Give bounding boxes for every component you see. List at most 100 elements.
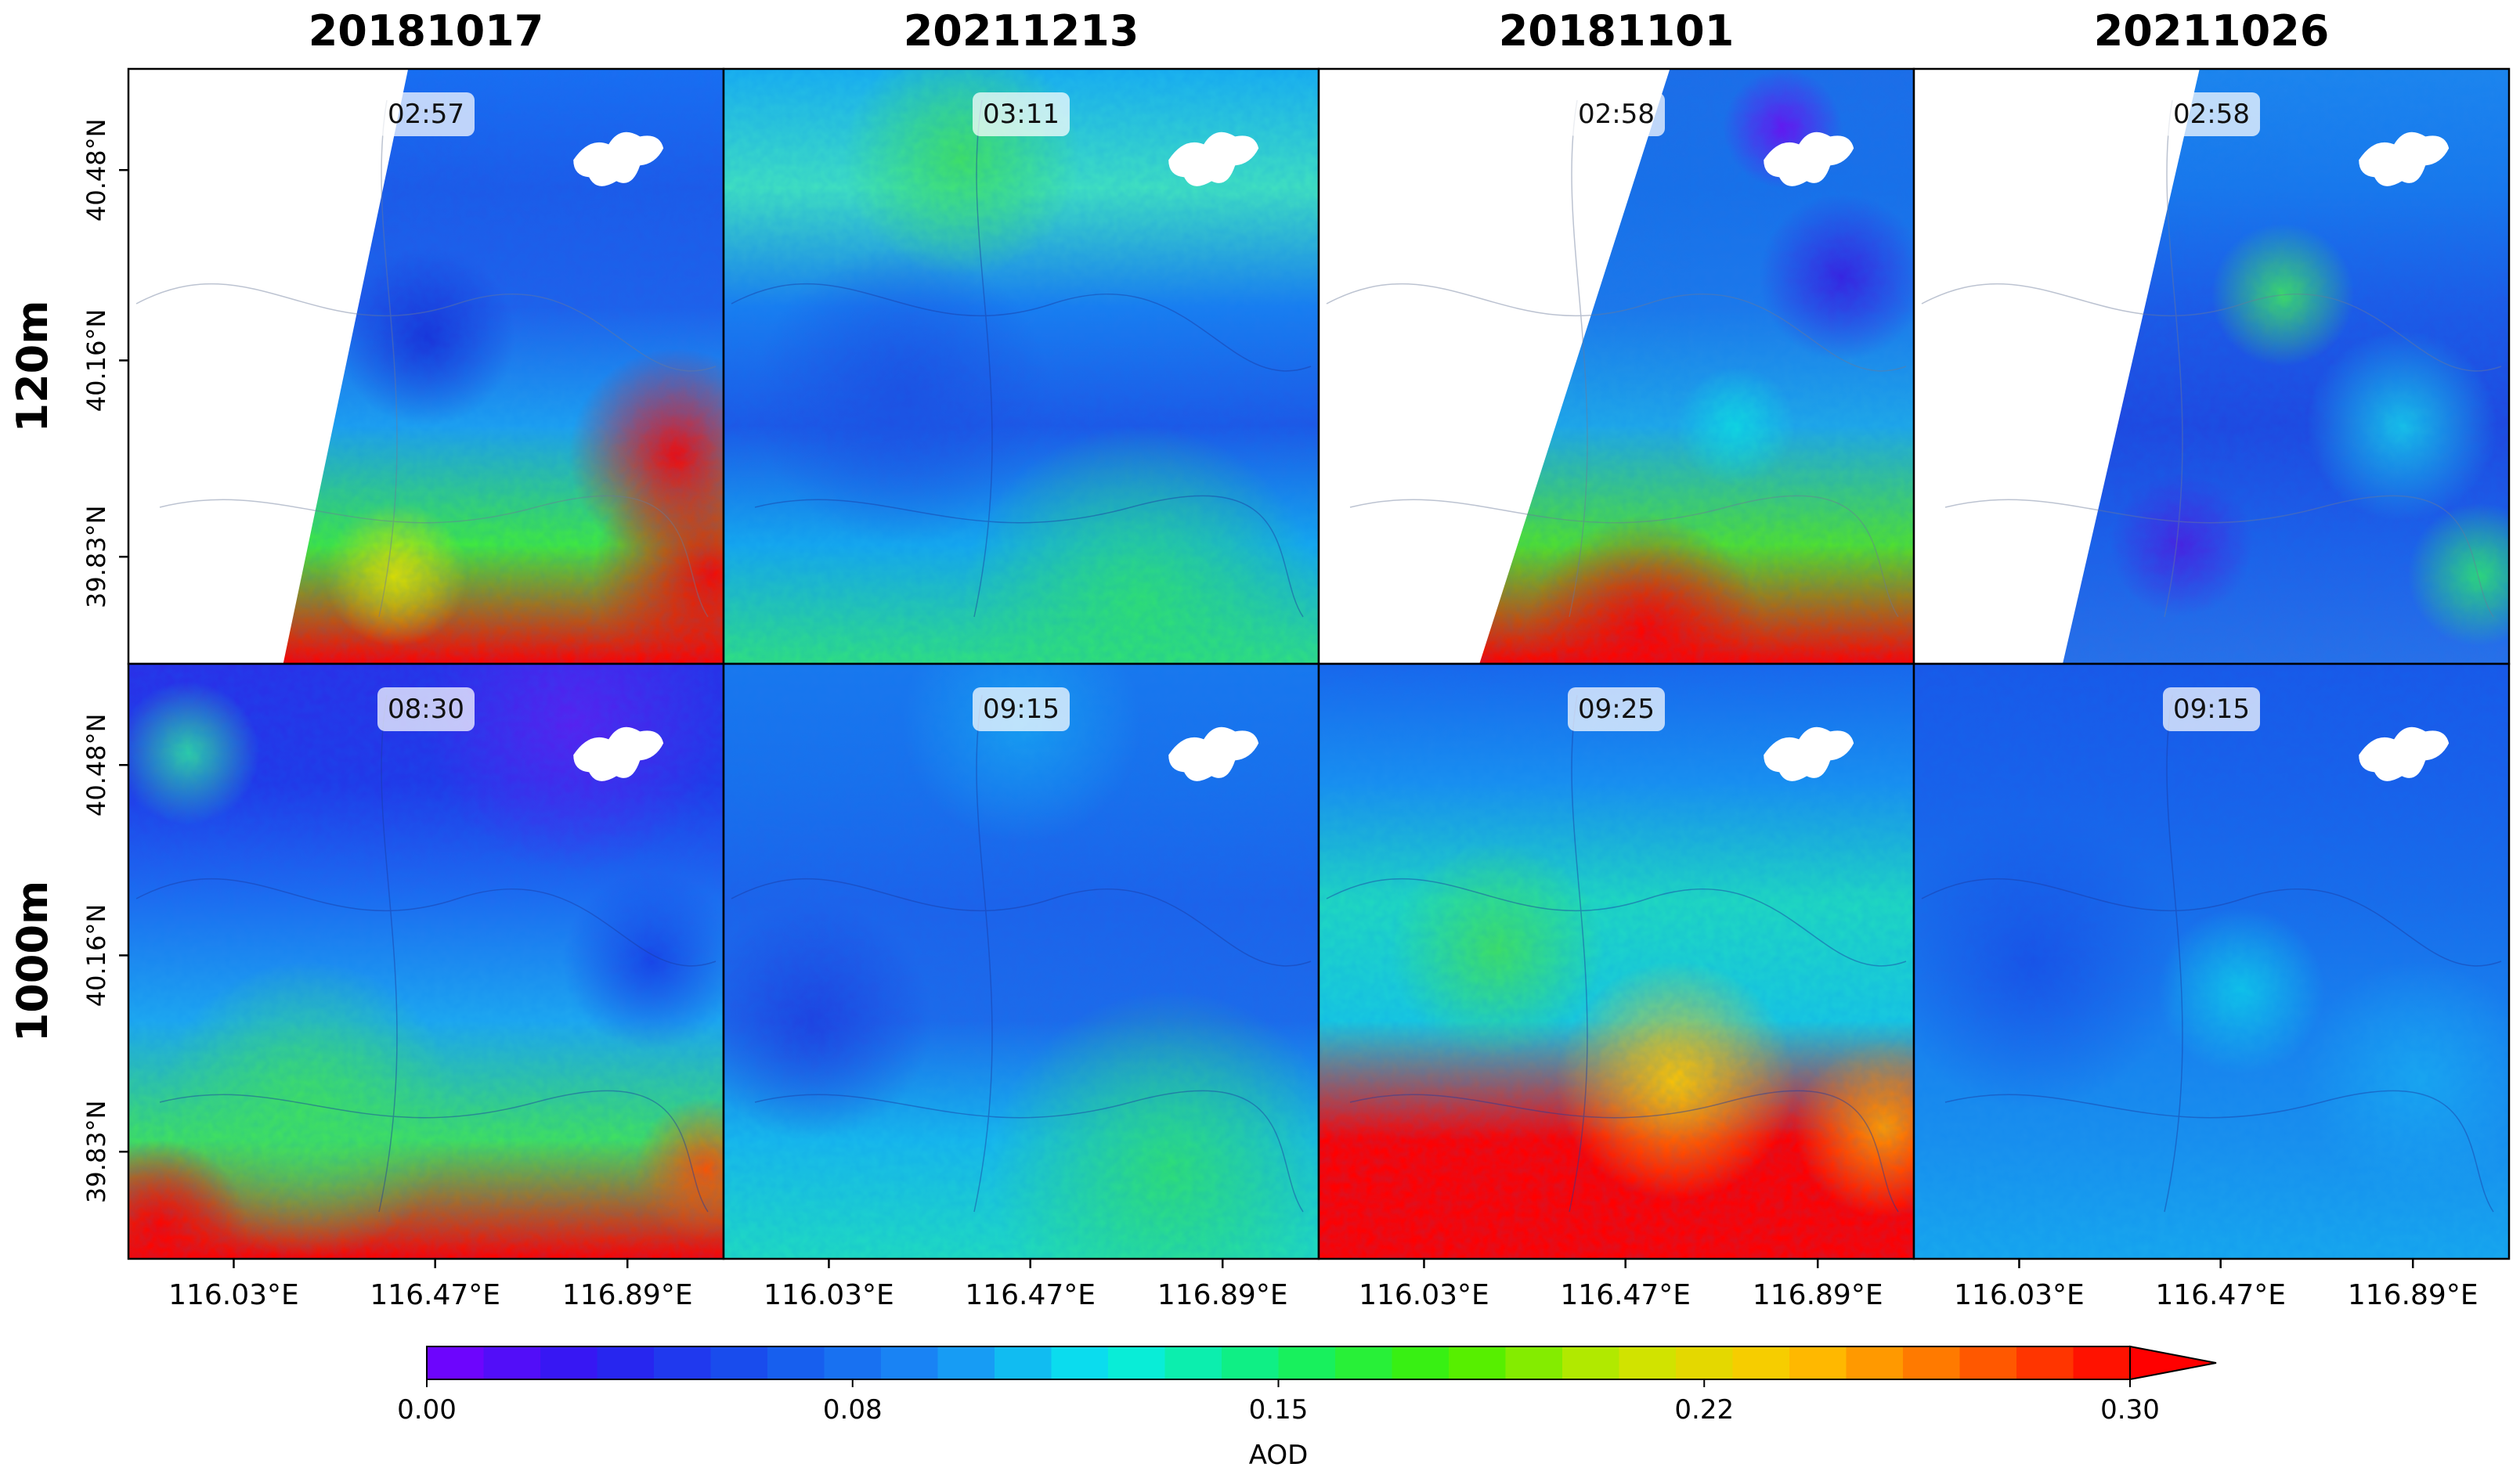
lon-tick-label: 116.89°E bbox=[2348, 1279, 2478, 1311]
colorbar-segment bbox=[1619, 1346, 1677, 1379]
time-label: 02:57 bbox=[377, 92, 475, 136]
district-boundaries bbox=[135, 99, 717, 618]
lon-tick-label: 116.03°E bbox=[764, 1279, 894, 1311]
aod-panel: 09:25 bbox=[1317, 662, 1915, 1260]
colorbar-segment bbox=[427, 1346, 485, 1379]
colorbar-segment bbox=[995, 1346, 1052, 1379]
time-label: 03:11 bbox=[973, 92, 1070, 136]
time-label-text: 09:25 bbox=[1578, 694, 1655, 725]
lon-tick-label: 116.89°E bbox=[1157, 1279, 1288, 1311]
colorbar-segment bbox=[937, 1346, 995, 1379]
reservoir-nodata bbox=[1764, 726, 1854, 781]
district-boundaries bbox=[1326, 99, 1907, 618]
lat-tick-label: 40.16°N bbox=[81, 904, 111, 1008]
colorbar-tick-label: 0.22 bbox=[1674, 1394, 1734, 1426]
colorbar-segment bbox=[597, 1346, 655, 1379]
lon-tick-label: 116.89°E bbox=[562, 1279, 693, 1311]
colorbar-segment bbox=[1278, 1346, 1336, 1379]
colorbar-segment bbox=[2073, 1346, 2131, 1379]
district-boundaries bbox=[731, 99, 1312, 618]
reservoir-nodata bbox=[1168, 726, 1259, 781]
time-label-text: 02:58 bbox=[1578, 99, 1655, 130]
colorbar-segment bbox=[1108, 1346, 1166, 1379]
reservoir-nodata bbox=[1764, 132, 1854, 186]
aod-field bbox=[724, 664, 1319, 1259]
aod-field bbox=[128, 664, 724, 1259]
aod-field bbox=[283, 69, 724, 664]
time-label-text: 02:58 bbox=[2173, 99, 2250, 130]
colorbar-label: AOD bbox=[1249, 1440, 1309, 1471]
district-boundaries bbox=[731, 694, 1312, 1213]
colorbar-segment bbox=[881, 1346, 939, 1379]
district-boundaries bbox=[1921, 99, 2502, 618]
colorbar-segment bbox=[1732, 1346, 1790, 1379]
lon-tick-label: 116.89°E bbox=[1753, 1279, 1883, 1311]
colorbar-segment bbox=[1789, 1346, 1847, 1379]
time-label: 02:58 bbox=[1568, 92, 1665, 136]
colorbar-segment bbox=[2016, 1346, 2074, 1379]
colorbar: 0.00 0.08 0.15 0.22 0.30 AOD bbox=[397, 1345, 2217, 1471]
lat-tick-label: 39.83°N bbox=[81, 1100, 111, 1203]
aod-field bbox=[1914, 664, 2509, 1259]
time-label: 08:30 bbox=[377, 687, 475, 731]
lat-tick-label: 40.48°N bbox=[81, 118, 111, 222]
aod-field bbox=[1319, 664, 1914, 1259]
colorbar-segment bbox=[540, 1346, 598, 1379]
column-title: 20181017 bbox=[309, 6, 544, 56]
aod-panel: 02:57 bbox=[127, 67, 725, 665]
colorbar-segment bbox=[654, 1346, 712, 1379]
time-label-text: 08:30 bbox=[388, 694, 464, 725]
lon-tick-label: 116.47°E bbox=[2155, 1279, 2286, 1311]
lon-tick-label: 116.47°E bbox=[370, 1279, 500, 1311]
aod-panel: 02:58 bbox=[1912, 67, 2511, 665]
colorbar-segment bbox=[1449, 1346, 1507, 1379]
colorbar-segment bbox=[1505, 1346, 1563, 1379]
colorbar-tick-label: 0.00 bbox=[397, 1394, 457, 1426]
time-label-text: 02:57 bbox=[388, 99, 464, 130]
time-label: 02:58 bbox=[2163, 92, 2260, 136]
district-boundaries bbox=[135, 694, 717, 1213]
colorbar-segment bbox=[1959, 1346, 2017, 1379]
colorbar-tick-label: 0.15 bbox=[1249, 1394, 1309, 1426]
panel-frame bbox=[1912, 662, 2511, 1260]
colorbar-segment bbox=[1903, 1346, 1961, 1379]
colorbar-segment bbox=[824, 1346, 882, 1379]
time-label-box bbox=[2163, 687, 2260, 731]
column-title: 20181101 bbox=[1499, 6, 1735, 56]
row-title: 1000m bbox=[8, 881, 57, 1043]
colorbar-segment bbox=[1846, 1346, 1904, 1379]
time-label-box bbox=[377, 687, 475, 731]
colorbar-segment bbox=[483, 1346, 541, 1379]
lat-tick-label: 40.16°N bbox=[81, 309, 111, 413]
aod-panel: 09:15 bbox=[722, 662, 1320, 1260]
colorbar-segment bbox=[1051, 1346, 1109, 1379]
colorbar-segment bbox=[1562, 1346, 1620, 1379]
time-label-text: 03:11 bbox=[983, 99, 1060, 130]
lat-tick-label: 40.48°N bbox=[81, 713, 111, 817]
reservoir-nodata bbox=[2359, 726, 2450, 781]
lon-tick-label: 116.47°E bbox=[965, 1279, 1096, 1311]
district-boundaries bbox=[1921, 694, 2502, 1213]
lon-tick-label: 116.03°E bbox=[168, 1279, 299, 1311]
time-label-text: 09:15 bbox=[2173, 694, 2250, 725]
reservoir-nodata bbox=[2359, 132, 2450, 186]
time-label: 09:15 bbox=[2163, 687, 2260, 731]
colorbar-tick-label: 0.30 bbox=[2100, 1394, 2160, 1426]
reservoir-nodata bbox=[1168, 132, 1259, 186]
colorbar-segment bbox=[1335, 1346, 1393, 1379]
time-label-box bbox=[973, 687, 1070, 731]
colorbar-tick-label: 0.08 bbox=[823, 1394, 883, 1426]
time-label-box bbox=[1568, 687, 1665, 731]
colorbar-segment bbox=[710, 1346, 768, 1379]
time-label-box bbox=[2163, 92, 2260, 136]
colorbar-segment bbox=[767, 1346, 825, 1379]
aod-panel: 08:30 bbox=[127, 662, 725, 1260]
colorbar-segment bbox=[1164, 1346, 1222, 1379]
lat-tick-label: 39.83°N bbox=[81, 505, 111, 608]
column-title: 20211213 bbox=[904, 6, 1139, 56]
colorbar-segment bbox=[1392, 1346, 1450, 1379]
aod-panel: 03:11 bbox=[722, 67, 1320, 665]
colorbar-segment bbox=[1222, 1346, 1280, 1379]
